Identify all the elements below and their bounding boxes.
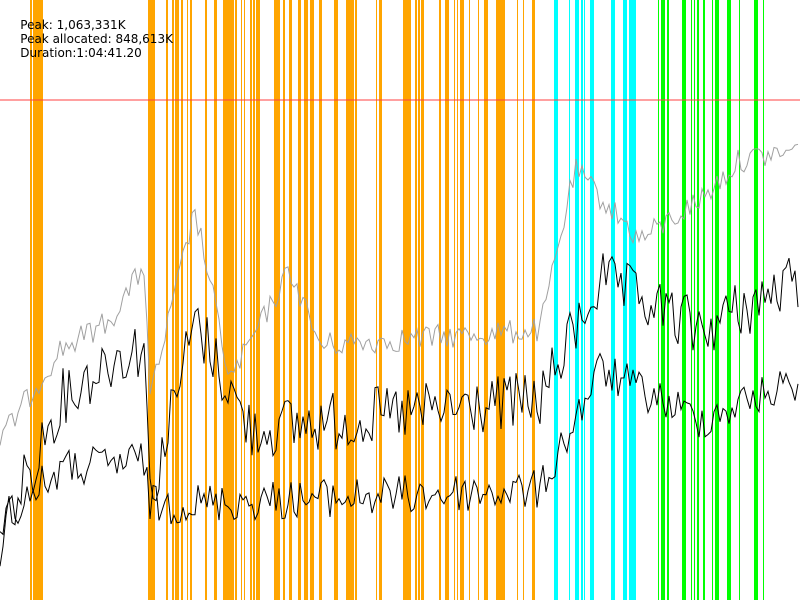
event-band xyxy=(727,0,731,600)
event-band xyxy=(682,0,686,600)
event-band xyxy=(289,0,292,600)
event-band xyxy=(337,0,338,600)
event-band xyxy=(502,0,505,600)
event-band xyxy=(694,0,695,600)
event-band xyxy=(496,0,499,600)
event-band xyxy=(241,0,242,600)
event-band xyxy=(715,0,719,600)
live-line xyxy=(0,352,799,536)
event-band xyxy=(229,0,232,600)
event-band xyxy=(310,0,314,600)
event-band xyxy=(754,0,758,600)
event-band xyxy=(172,0,174,600)
event-band xyxy=(658,0,659,600)
event-band xyxy=(379,0,382,600)
event-band xyxy=(346,0,350,600)
event-band xyxy=(403,0,406,600)
event-band xyxy=(439,0,441,600)
event-band xyxy=(415,0,417,600)
event-band xyxy=(532,0,535,600)
event-band xyxy=(36,0,39,600)
event-band xyxy=(703,0,705,600)
event-band xyxy=(175,0,179,600)
event-band xyxy=(187,0,188,600)
event-band xyxy=(581,0,583,600)
event-band xyxy=(151,0,154,600)
event-band xyxy=(190,0,192,600)
event-band xyxy=(469,0,470,600)
event-band xyxy=(253,0,255,600)
event-band xyxy=(739,0,740,600)
event-band xyxy=(421,0,424,600)
event-band xyxy=(205,0,207,600)
event-band xyxy=(406,0,409,600)
event-band xyxy=(349,0,353,600)
event-band xyxy=(39,0,43,600)
event-band xyxy=(154,0,155,600)
event-band xyxy=(352,0,354,600)
event-band xyxy=(575,0,579,600)
event-band xyxy=(244,0,245,600)
event-band xyxy=(629,0,632,600)
event-band xyxy=(232,0,234,600)
event-band xyxy=(274,0,277,600)
event-band xyxy=(517,0,518,600)
event-band xyxy=(226,0,229,600)
allocated-line xyxy=(0,143,799,446)
event-band xyxy=(418,0,420,600)
event-band xyxy=(523,0,524,600)
event-band xyxy=(457,0,458,600)
event-band xyxy=(487,0,488,600)
used-line xyxy=(0,253,799,567)
event-band xyxy=(611,0,615,600)
event-band xyxy=(763,0,764,600)
event-band xyxy=(334,0,338,600)
event-band xyxy=(235,0,237,600)
event-band xyxy=(623,0,627,600)
event-band xyxy=(33,0,37,600)
event-band xyxy=(376,0,377,600)
event-band xyxy=(250,0,252,600)
event-band xyxy=(632,0,636,600)
event-band xyxy=(181,0,183,600)
event-band xyxy=(30,0,32,600)
event-band xyxy=(409,0,411,600)
event-band xyxy=(460,0,464,600)
event-band xyxy=(590,0,594,600)
event-band xyxy=(166,0,168,600)
event-band xyxy=(569,0,570,600)
event-band xyxy=(712,0,713,600)
event-band xyxy=(319,0,322,600)
event-band xyxy=(661,0,665,600)
event-band xyxy=(256,0,260,600)
event-band xyxy=(478,0,479,600)
duration-stat: Duration:1:04:41.20 xyxy=(20,46,142,60)
event-band xyxy=(499,0,503,600)
event-band xyxy=(355,0,357,600)
event-band xyxy=(697,0,699,600)
event-band xyxy=(691,0,692,600)
event-band xyxy=(454,0,455,600)
event-band xyxy=(584,0,585,600)
event-band xyxy=(283,0,285,600)
peak-allocated-stat: Peak allocated: 848,613K xyxy=(20,32,173,46)
event-band xyxy=(148,0,152,600)
event-band xyxy=(223,0,226,600)
event-band xyxy=(445,0,449,600)
event-band xyxy=(484,0,488,600)
event-band xyxy=(448,0,449,600)
peak-stat: Peak: 1,063,331K xyxy=(20,18,126,32)
stats-header: Peak: 1,063,331K Peak allocated: 848,613… xyxy=(5,4,183,74)
event-band xyxy=(554,0,558,600)
